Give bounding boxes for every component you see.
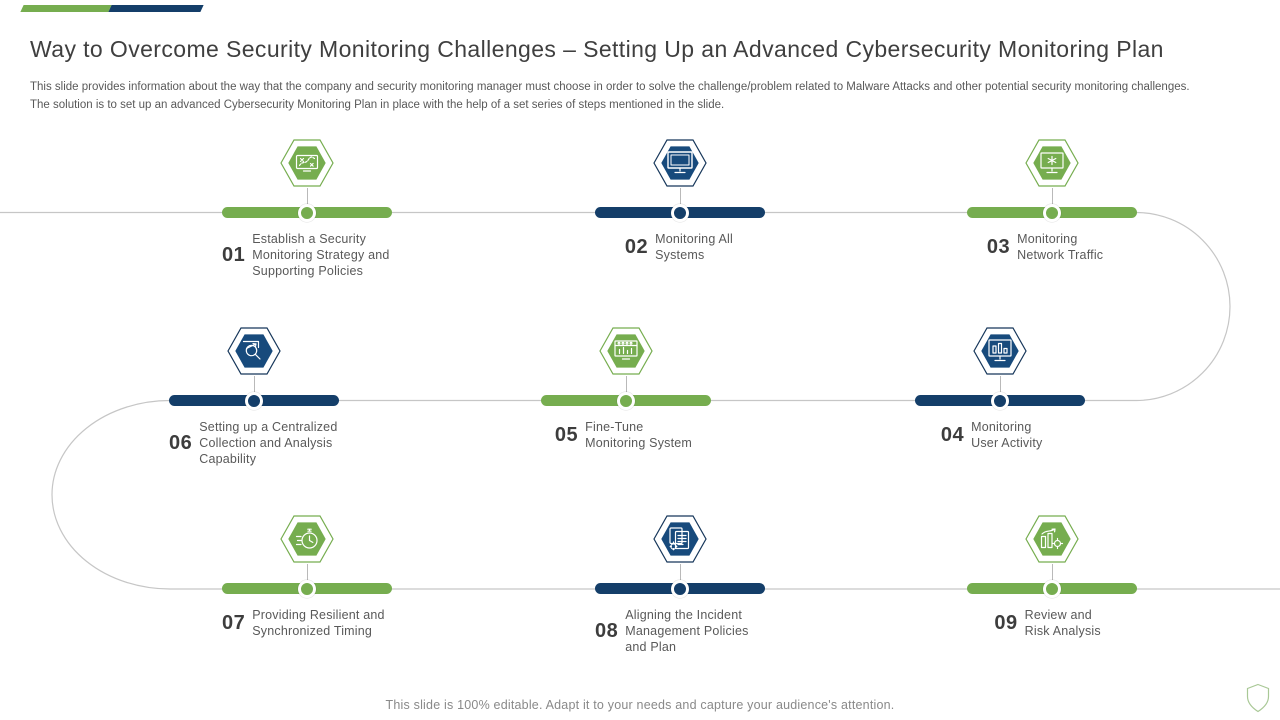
step-number: 01 — [222, 243, 246, 266]
step-dot — [617, 391, 635, 410]
timeline-step-05: 05 Fine-Tune Monitoring System — [541, 326, 711, 451]
risk-chart-icon — [1025, 515, 1079, 563]
step-dot — [1043, 579, 1061, 598]
step-bar — [169, 391, 339, 410]
step-dot — [298, 203, 316, 222]
step-connector — [679, 564, 681, 583]
step-bar — [222, 579, 392, 598]
step-number: 09 — [994, 611, 1018, 634]
step-number: 08 — [595, 619, 619, 642]
slide-description-line2: The solution is to set up an advanced Cy… — [30, 99, 725, 112]
stopwatch-icon — [280, 515, 334, 563]
slide-description: This slide provides information about th… — [30, 78, 1254, 115]
step-bar — [595, 203, 765, 222]
step-bar — [222, 203, 392, 222]
step-dot — [671, 203, 689, 222]
step-connector — [306, 188, 308, 207]
footer-note: This slide is 100% editable. Adapt it to… — [385, 698, 895, 712]
step-bar — [595, 579, 765, 598]
timeline-step-03: 03 Monitoring Network Traffic — [967, 138, 1137, 263]
step-connector — [625, 376, 627, 395]
timeline-step-01: 01 Establish a Security Monitoring Strat… — [222, 138, 392, 279]
step-connector — [1051, 188, 1053, 207]
step-connector — [1051, 564, 1053, 583]
dashboard-tuning-icon — [599, 327, 653, 375]
analysis-magnifier-icon — [227, 327, 281, 375]
step-number: 04 — [940, 423, 965, 446]
step-label: Setting up a Centralized Collection and … — [199, 420, 338, 466]
step-label: Fine-Tune Monitoring System — [585, 420, 693, 450]
user-activity-chart-icon — [973, 327, 1027, 375]
timeline-step-06: 06 Setting up a Centralized Collection a… — [169, 326, 339, 467]
step-number: 05 — [554, 423, 579, 446]
step-number: 06 — [169, 431, 193, 454]
step-dot — [671, 579, 689, 598]
step-dot — [298, 579, 316, 598]
network-monitor-icon — [1025, 139, 1079, 187]
step-number: 02 — [624, 235, 649, 258]
incident-documents-icon — [653, 515, 707, 563]
step-connector — [679, 188, 681, 207]
timeline-step-07: 07 Providing Resilient and Synchronized … — [222, 514, 392, 639]
step-bar — [967, 579, 1137, 598]
shield-icon — [1246, 683, 1270, 713]
step-label: Review and Risk Analysis — [1024, 608, 1101, 638]
timeline-step-08: 08 Aligning the Incident Management Poli… — [595, 514, 765, 655]
step-label: Monitoring Network Traffic — [1017, 232, 1104, 262]
step-connector — [306, 564, 308, 583]
page-title: Way to Overcome Security Monitoring Chal… — [30, 36, 1164, 62]
step-connector — [253, 376, 255, 395]
step-label: Monitoring User Activity — [971, 420, 1043, 450]
step-label: Monitoring All Systems — [655, 232, 733, 262]
step-dot — [245, 391, 263, 410]
step-bar — [967, 203, 1137, 222]
step-label: Aligning the Incident Management Policie… — [625, 608, 749, 654]
slide-description-line1: This slide provides information about th… — [30, 81, 1190, 93]
step-dot — [1043, 203, 1061, 222]
step-bar — [915, 391, 1085, 410]
monitor-icon — [653, 139, 707, 187]
step-label: Establish a Security Monitoring Strategy… — [252, 232, 390, 278]
step-bar — [541, 391, 711, 410]
step-number: 03 — [986, 235, 1011, 258]
step-connector — [999, 376, 1001, 395]
timeline-step-04: 04 Monitoring User Activity — [915, 326, 1085, 451]
step-number: 07 — [222, 611, 246, 634]
timeline-step-09: 09 Review and Risk Analysis — [967, 514, 1137, 639]
strategy-map-icon — [280, 139, 334, 187]
step-dot — [991, 391, 1009, 410]
timeline-step-02: 02 Monitoring All Systems — [595, 138, 765, 263]
step-label: Providing Resilient and Synchronized Tim… — [252, 608, 385, 638]
